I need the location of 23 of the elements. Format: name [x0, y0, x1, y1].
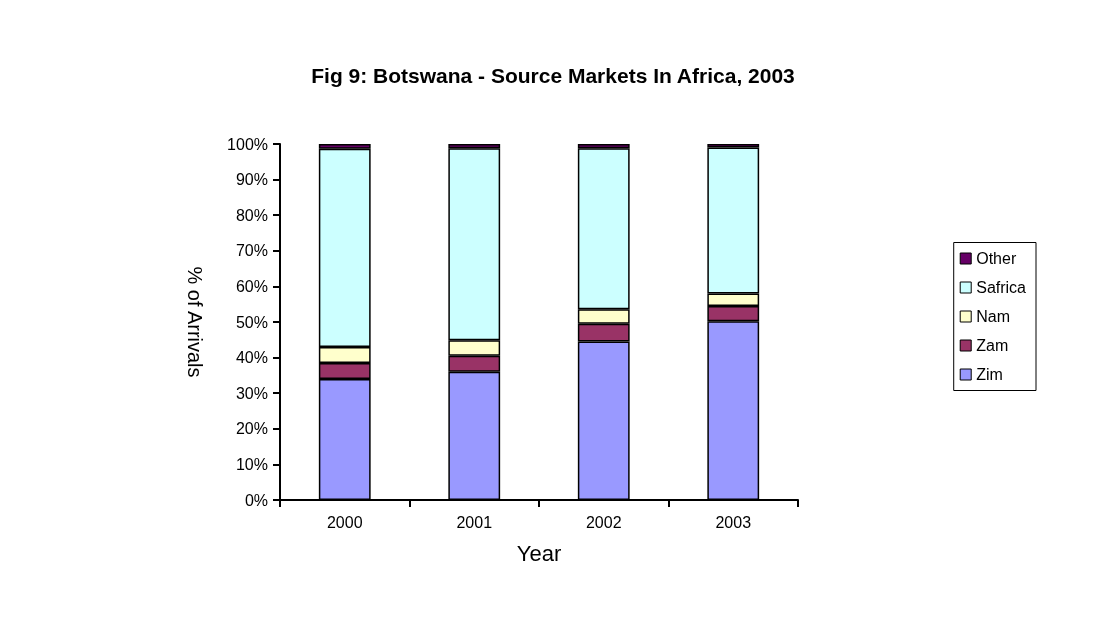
- legend-label: Zim: [976, 366, 1003, 383]
- legend-label: Nam: [976, 308, 1010, 325]
- y-tick-label: 30%: [235, 384, 268, 402]
- legend-label: Safrica: [976, 279, 1027, 296]
- x-tick-label: 2001: [456, 513, 493, 531]
- y-tick-label: 100%: [227, 135, 268, 153]
- y-tick-label: 90%: [235, 171, 268, 189]
- y-tick-label: 20%: [235, 420, 268, 438]
- y-axis-title: % of Arrivals: [184, 266, 206, 378]
- y-tick-label: 50%: [235, 313, 268, 331]
- y-tick-label: 40%: [235, 349, 268, 367]
- y-tick-label: 80%: [235, 206, 268, 224]
- x-tick-label: 2000: [326, 513, 363, 531]
- chart-title: Fig 9: Botswana - Source Markets In Africa, 2003: [311, 64, 795, 87]
- y-tick-label: 60%: [235, 277, 268, 295]
- x-tick-label: 2003: [715, 513, 752, 531]
- legend-label: Other: [976, 250, 1017, 267]
- y-tick-label: 70%: [235, 242, 268, 260]
- x-axis-title: Year: [516, 540, 562, 566]
- x-tick-label: 2002: [585, 513, 622, 531]
- y-tick-label: 10%: [235, 455, 268, 473]
- legend-label: Zam: [976, 337, 1009, 354]
- y-tick-label: 0%: [244, 491, 268, 509]
